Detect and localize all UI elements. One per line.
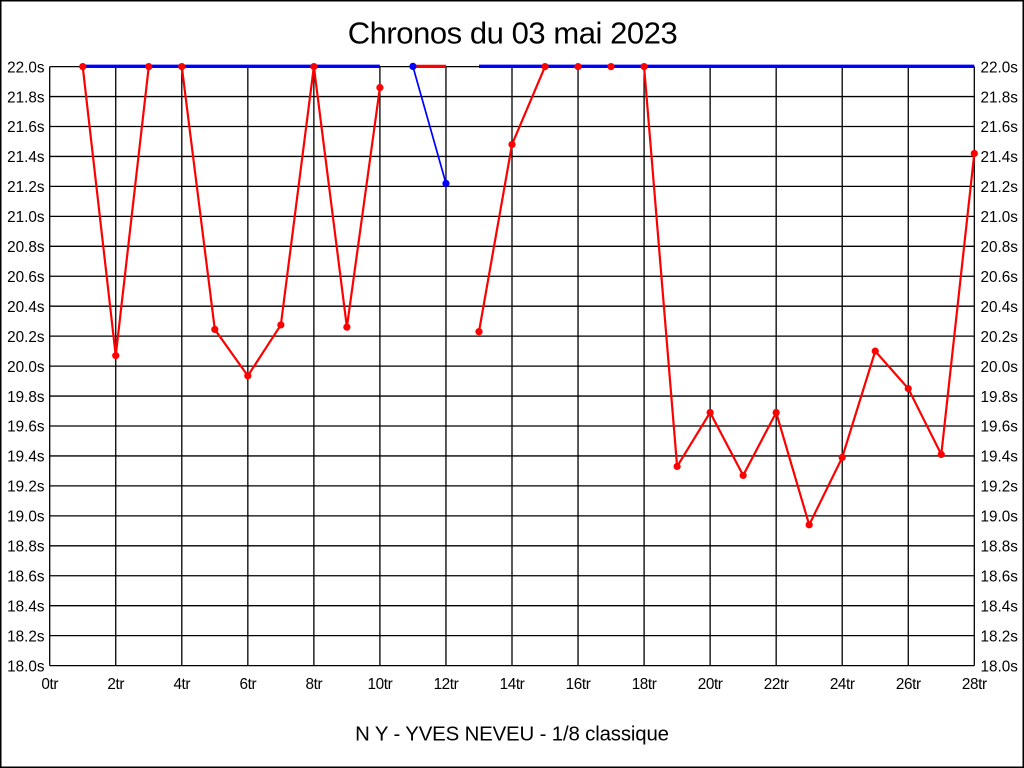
svg-text:18.4s: 18.4s [7, 598, 45, 615]
svg-text:21.0s: 21.0s [7, 209, 45, 226]
svg-text:12tr: 12tr [434, 676, 459, 693]
svg-text:22tr: 22tr [764, 676, 789, 693]
svg-text:19.6s: 19.6s [981, 419, 1019, 436]
svg-text:N Y - YVES NEVEU - 1/8 classiq: N Y - YVES NEVEU - 1/8 classique [355, 724, 669, 746]
svg-text:21.2s: 21.2s [981, 179, 1019, 196]
svg-text:4tr: 4tr [173, 676, 190, 693]
svg-text:18tr: 18tr [632, 676, 657, 693]
svg-text:8tr: 8tr [306, 676, 323, 693]
svg-text:18.6s: 18.6s [981, 568, 1019, 585]
svg-text:20.2s: 20.2s [981, 329, 1019, 346]
svg-text:Chronos du 03 mai 2023: Chronos du 03 mai 2023 [348, 16, 678, 51]
svg-text:21.8s: 21.8s [981, 89, 1019, 106]
svg-text:2tr: 2tr [107, 676, 124, 693]
svg-text:20.4s: 20.4s [7, 299, 45, 316]
svg-text:19.8s: 19.8s [981, 389, 1019, 406]
svg-text:21.6s: 21.6s [7, 119, 45, 136]
svg-text:18.2s: 18.2s [7, 628, 45, 645]
svg-text:22.0s: 22.0s [7, 59, 45, 76]
svg-text:21.4s: 21.4s [981, 149, 1019, 166]
svg-text:18.8s: 18.8s [7, 539, 45, 556]
svg-text:19.6s: 19.6s [7, 419, 45, 436]
svg-text:20.0s: 20.0s [981, 359, 1019, 376]
svg-text:18.0s: 18.0s [7, 658, 45, 675]
svg-text:18.2s: 18.2s [981, 628, 1019, 645]
svg-text:20.0s: 20.0s [7, 359, 45, 376]
svg-text:19.4s: 19.4s [981, 449, 1019, 466]
svg-text:19.8s: 19.8s [7, 389, 45, 406]
svg-text:21.0s: 21.0s [981, 209, 1019, 226]
svg-text:21.4s: 21.4s [7, 149, 45, 166]
svg-text:19.0s: 19.0s [7, 509, 45, 526]
svg-text:6tr: 6tr [240, 676, 257, 693]
svg-text:18.0s: 18.0s [981, 658, 1019, 675]
svg-text:20.2s: 20.2s [7, 329, 45, 346]
svg-text:22.0s: 22.0s [981, 59, 1019, 76]
svg-text:20.8s: 20.8s [7, 239, 45, 256]
svg-text:28tr: 28tr [962, 676, 987, 693]
svg-text:18.6s: 18.6s [7, 568, 45, 585]
svg-text:26tr: 26tr [896, 676, 921, 693]
svg-text:19.2s: 19.2s [7, 479, 45, 496]
svg-text:18.8s: 18.8s [981, 539, 1019, 556]
svg-text:16tr: 16tr [566, 676, 591, 693]
svg-text:0tr: 0tr [41, 676, 58, 693]
svg-text:20.4s: 20.4s [981, 299, 1019, 316]
svg-text:10tr: 10tr [368, 676, 393, 693]
svg-text:21.2s: 21.2s [7, 179, 45, 196]
svg-text:21.6s: 21.6s [981, 119, 1019, 136]
svg-text:14tr: 14tr [500, 676, 525, 693]
svg-text:19.0s: 19.0s [981, 509, 1019, 526]
svg-text:19.2s: 19.2s [981, 479, 1019, 496]
svg-text:20.6s: 20.6s [981, 269, 1019, 286]
svg-text:20.6s: 20.6s [7, 269, 45, 286]
svg-text:21.8s: 21.8s [7, 89, 45, 106]
svg-text:18.4s: 18.4s [981, 598, 1019, 615]
svg-text:24tr: 24tr [830, 676, 855, 693]
svg-text:19.4s: 19.4s [7, 449, 45, 466]
svg-text:20tr: 20tr [698, 676, 723, 693]
svg-text:20.8s: 20.8s [981, 239, 1019, 256]
